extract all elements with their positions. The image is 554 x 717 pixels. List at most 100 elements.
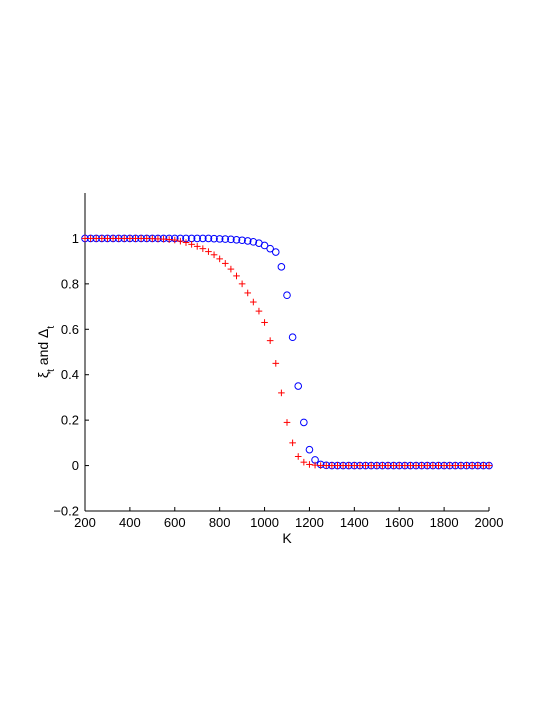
y-tick-label: 0.2 [61, 413, 79, 428]
plus-point [468, 462, 476, 469]
plus-point [227, 265, 235, 273]
plus-point [429, 462, 437, 469]
plus-point [339, 462, 347, 469]
plus-point [306, 461, 313, 468]
plus-point [115, 235, 122, 242]
circle-point [227, 235, 235, 244]
plus-point [278, 389, 285, 397]
plus-point [300, 458, 308, 466]
plus-point [294, 453, 302, 460]
circle-point [260, 241, 269, 250]
circle-point [300, 418, 308, 427]
plus-point [193, 243, 201, 250]
plus-point [345, 462, 353, 469]
plus-point [401, 462, 409, 469]
circle-point [249, 238, 258, 246]
y-tick-label: 0.4 [61, 367, 79, 382]
plus-point [132, 235, 139, 242]
plus-point [351, 462, 358, 469]
plus-point [250, 298, 257, 306]
plus-point [233, 272, 240, 280]
circle-point [199, 234, 207, 243]
plus-point [435, 462, 442, 469]
plus-point [221, 260, 229, 267]
plus-point [188, 241, 195, 248]
x-tick-label: 1200 [295, 515, 324, 530]
circle-point [271, 248, 280, 256]
plus-point [120, 235, 128, 242]
plus-point [98, 235, 106, 242]
y-tick-label: 1 [72, 231, 79, 246]
x-tick-label: 1800 [430, 515, 459, 530]
plus-point [407, 462, 414, 469]
plus-point [109, 235, 117, 242]
axes [84, 193, 489, 512]
circle-point [243, 237, 252, 245]
plus-point [356, 462, 364, 469]
plus-point [205, 248, 212, 255]
x-tick-label: 800 [209, 515, 231, 530]
plus-point [255, 307, 263, 315]
circle-point [232, 235, 241, 244]
plus-point [137, 235, 145, 242]
plus-point [154, 235, 162, 243]
plus-point [373, 462, 381, 469]
plus-point [143, 235, 151, 242]
circle-point [238, 236, 246, 245]
plus-point [216, 255, 223, 263]
plus-point [334, 462, 341, 469]
plus-point [283, 419, 291, 426]
plus-point [322, 462, 330, 469]
plus-point [171, 236, 179, 244]
circle-point [221, 235, 230, 243]
plus-point [362, 462, 369, 469]
x-tick-label: 400 [119, 515, 141, 530]
plus-point [210, 251, 218, 259]
plus-point [328, 462, 336, 469]
plus-point [367, 462, 375, 469]
x-tick-label: 600 [164, 515, 186, 530]
plus-point [126, 235, 134, 242]
plus-point [272, 360, 280, 367]
x-tick-label: 2000 [475, 515, 504, 530]
plus-point [480, 462, 487, 469]
plus-point [87, 235, 94, 242]
x-tick-label: 1600 [385, 515, 414, 530]
plus-point [266, 337, 274, 344]
circle-point [215, 235, 224, 243]
y-tick-label: 0.6 [61, 322, 79, 337]
x-tick-label: 1400 [340, 515, 369, 530]
y-tick-label: 0 [72, 458, 79, 473]
plus-point [412, 462, 420, 469]
plus-point [81, 235, 89, 242]
x-tick-label: 200 [74, 515, 96, 530]
circle-point [204, 234, 213, 243]
plus-point [238, 280, 246, 288]
plus-point [457, 462, 465, 469]
plus-point [384, 462, 392, 469]
circle-point [277, 263, 286, 271]
plus-point [452, 462, 459, 469]
plus-point [104, 235, 111, 242]
series-plus [81, 235, 493, 469]
circle-point [305, 445, 314, 454]
plus-point [244, 289, 252, 297]
plus-point [182, 239, 190, 246]
plus-point [440, 462, 448, 469]
y-tick-label: 0.8 [61, 276, 79, 291]
series-circles [81, 234, 493, 470]
plus-point [379, 462, 386, 469]
plus-point [463, 462, 470, 469]
plus-point [390, 462, 397, 469]
y-tick-label: −0.2 [53, 504, 79, 519]
y-axis-label: ξt and Δt [35, 326, 57, 379]
plus-point [317, 462, 324, 469]
plus-point [149, 235, 156, 242]
plus-point [418, 462, 425, 469]
circle-point [288, 333, 297, 342]
plus-point [395, 462, 403, 469]
plus-point [177, 237, 184, 245]
plus-point [485, 462, 493, 469]
circle-point [266, 244, 274, 253]
